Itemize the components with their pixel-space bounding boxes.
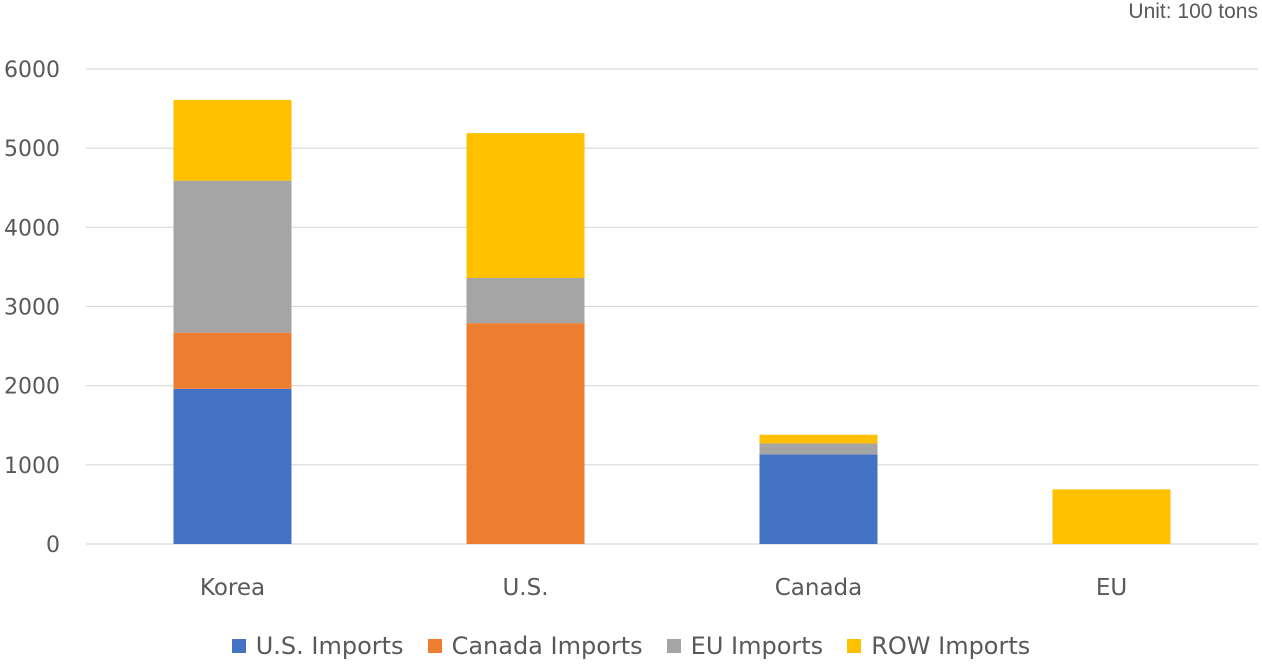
x-tick-label: Korea (200, 575, 265, 601)
y-tick-label: 1000 (4, 454, 60, 479)
bar-segment-korea-u-s-imports (173, 388, 292, 544)
legend-swatch (427, 639, 442, 653)
bar-segment-korea-eu-imports (173, 180, 292, 333)
legend-item: EU Imports (666, 632, 824, 660)
x-tick-label: EU (1096, 575, 1127, 601)
legend-label: ROW Imports (871, 632, 1031, 660)
legend-swatch (231, 639, 246, 653)
chart-legend: U.S. Imports Canada Imports EU Imports ROW … (0, 632, 1262, 660)
legend-label: Canada Imports (451, 632, 643, 660)
x-tick-label: U.S. (502, 575, 548, 601)
bar-segment-us-eu-imports (466, 278, 585, 324)
x-tick-label: Canada (775, 575, 863, 601)
legend-label: U.S. Imports (255, 632, 404, 660)
y-tick-label: 4000 (4, 216, 60, 241)
bar-segment-canada-u-s-imports (759, 454, 878, 544)
bar-segment-eu-row-imports (1052, 489, 1171, 544)
bar-segment-us-row-imports (466, 133, 585, 278)
y-tick-label: 3000 (4, 296, 60, 321)
legend-item: U.S. Imports (231, 632, 404, 660)
legend-item: Canada Imports (427, 632, 643, 660)
bar-segment-korea-canada-imports (173, 332, 292, 389)
y-tick-label: 6000 (4, 58, 60, 83)
legend-swatch (666, 639, 681, 653)
unit-label: Unit: 100 tons (1128, 0, 1258, 23)
legend-item: ROW Imports (847, 632, 1030, 660)
bar-segment-korea-row-imports (173, 99, 292, 181)
y-tick-label: 2000 (4, 375, 60, 400)
legend-label: EU Imports (690, 632, 824, 660)
bar-segment-canada-eu-imports (759, 443, 878, 455)
bar-segment-canada-row-imports (759, 434, 878, 444)
y-tick-label: 5000 (4, 137, 60, 162)
bar-segment-us-canada-imports (466, 323, 585, 544)
y-tick-label: 0 (46, 533, 60, 558)
legend-swatch (847, 639, 862, 653)
